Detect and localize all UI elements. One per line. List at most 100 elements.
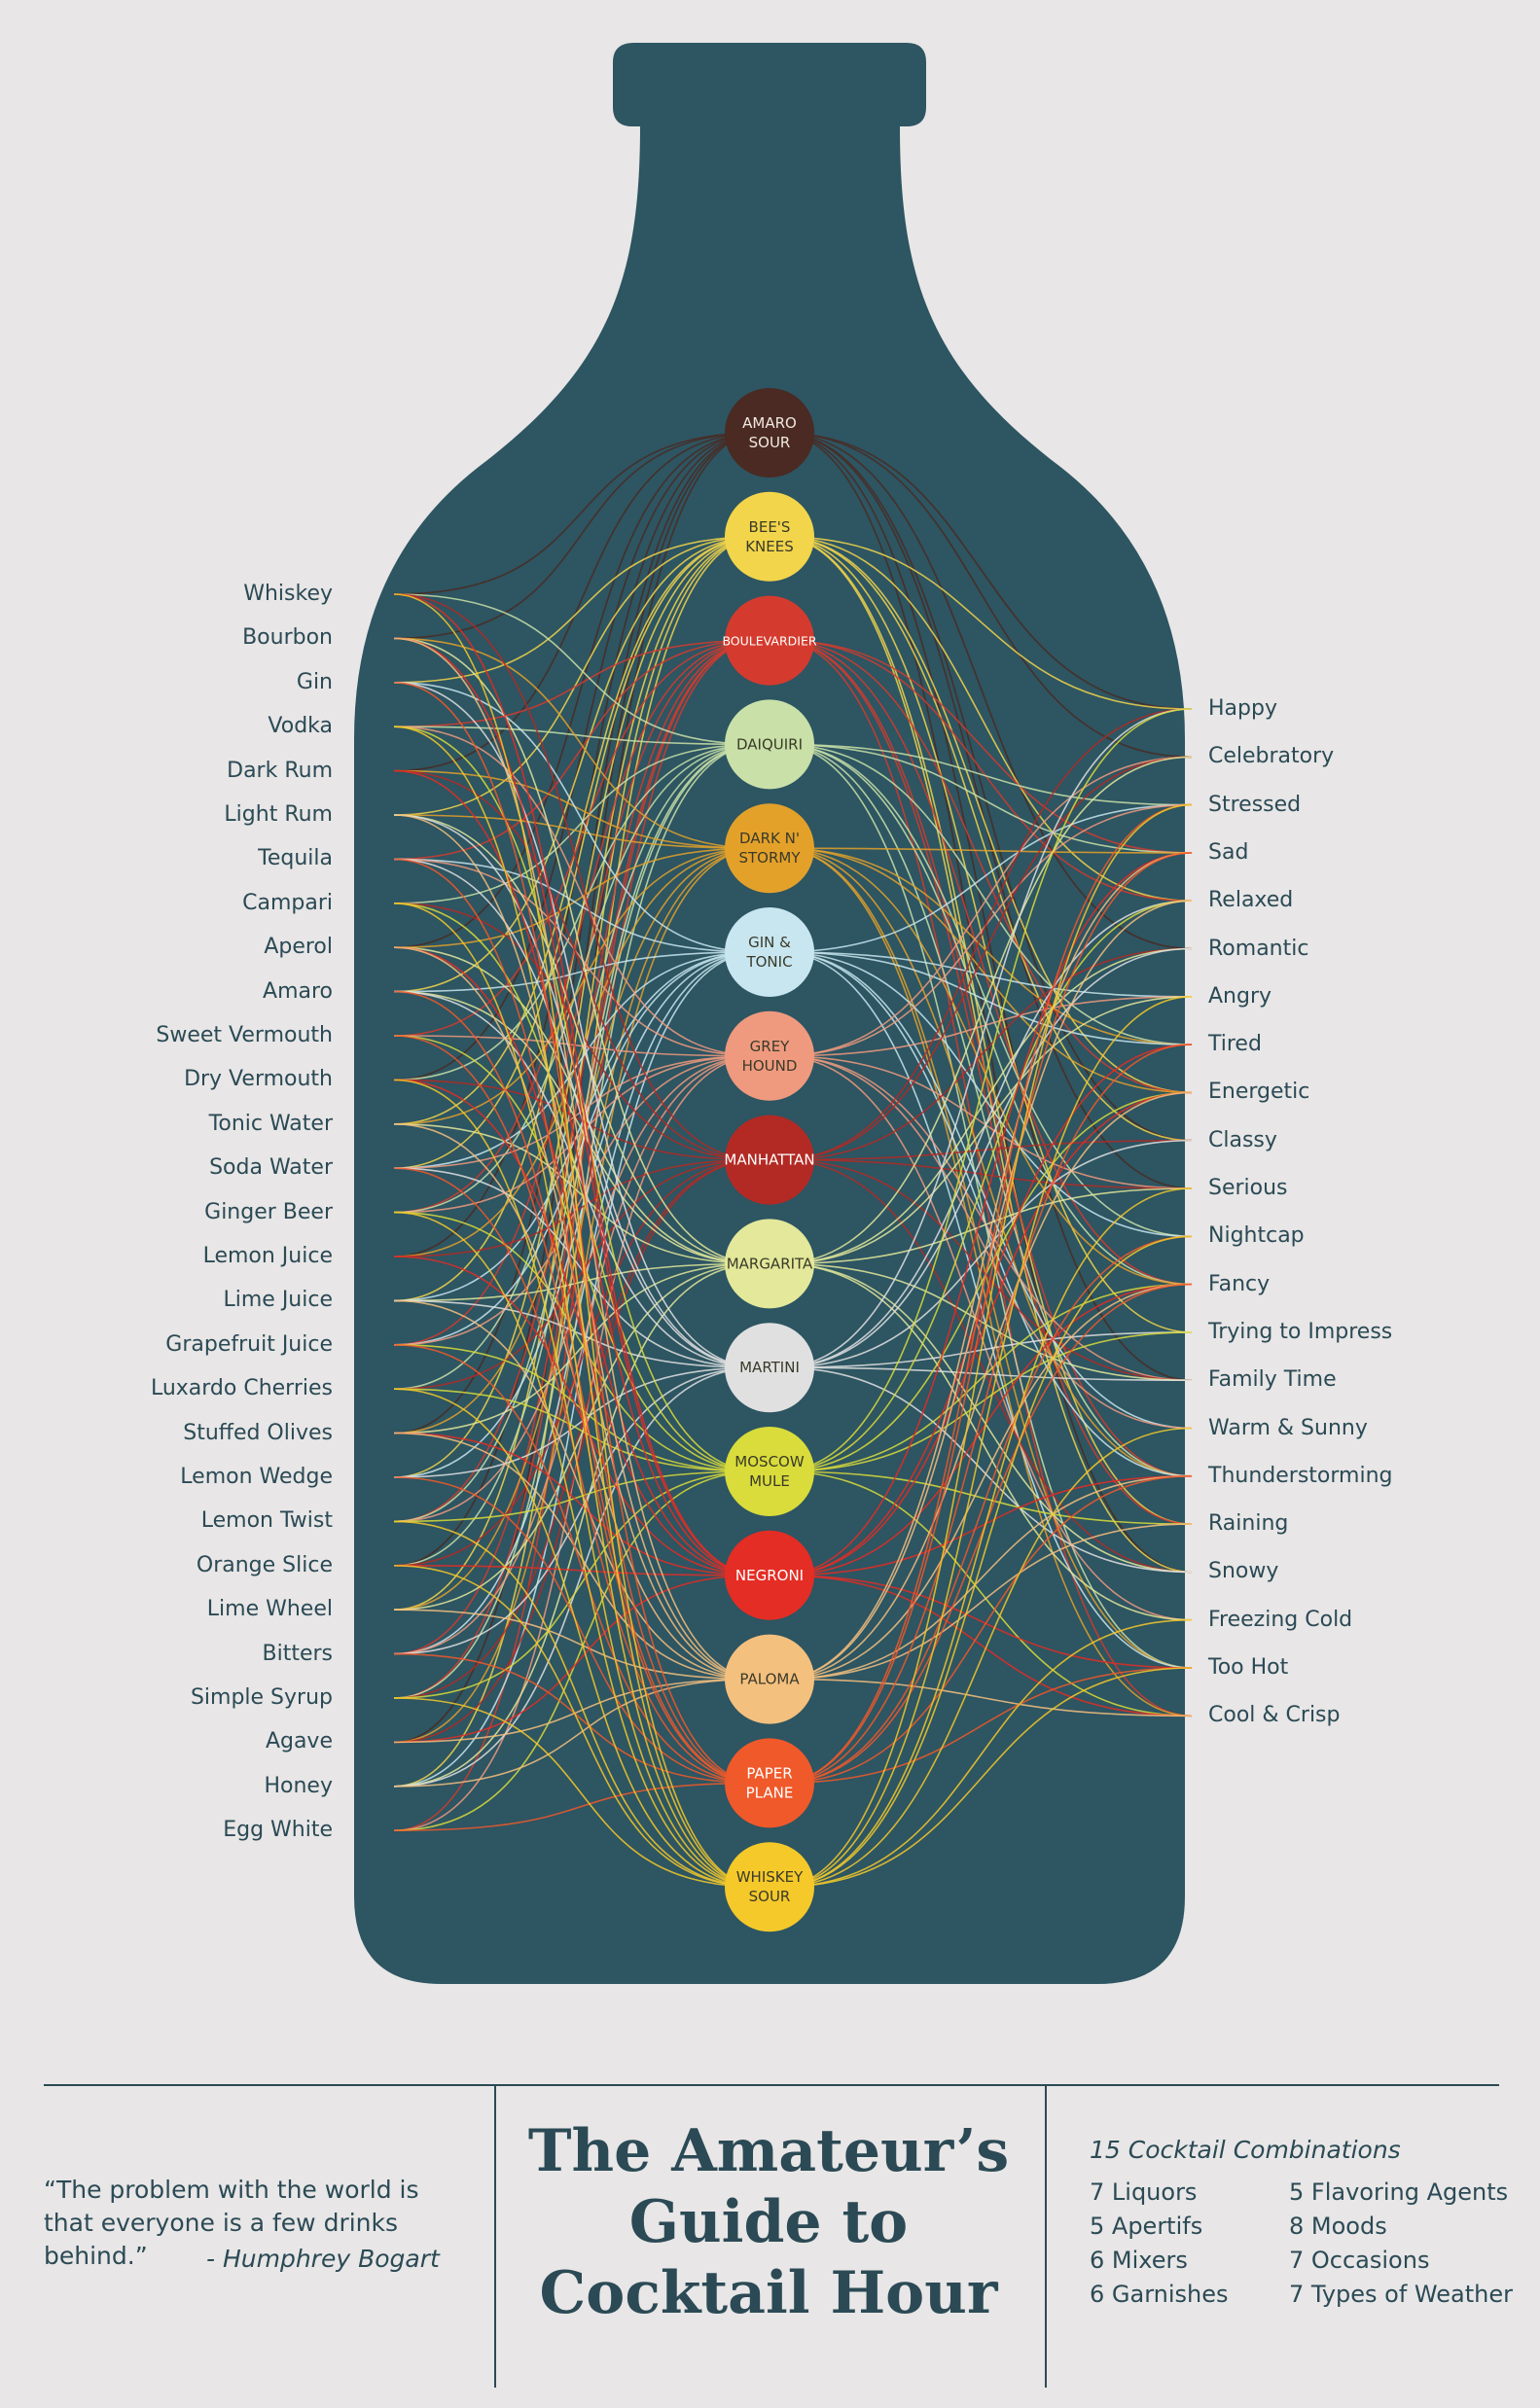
ingredient-link — [393, 1366, 761, 1655]
stat-item: 7 Occasions — [1289, 2247, 1430, 2274]
mood-link — [778, 1139, 1193, 1368]
ingredient-link — [393, 1366, 761, 1788]
mood-link — [778, 1283, 1193, 1576]
mood-link — [778, 432, 1193, 1189]
cocktail-name: BOULEVARDIER — [722, 634, 816, 649]
ingredient-link — [393, 951, 761, 1169]
mood-link — [778, 1262, 1193, 1381]
cocktail-node: MARGARITA — [725, 1219, 814, 1309]
ingredient-link — [393, 536, 761, 1302]
cocktail-circle — [725, 491, 814, 582]
ingredient-link — [393, 432, 761, 1434]
ingredient-link — [393, 814, 761, 1265]
stat-item: 6 Garnishes — [1090, 2281, 1229, 2308]
ingredient-link — [393, 847, 761, 1257]
ingredient-label: Bitters — [262, 1641, 334, 1666]
mood-link — [778, 432, 1193, 1142]
ingredient-label: Dry Vermouth — [184, 1067, 333, 1092]
cocktail-name: PALOMA — [739, 1671, 800, 1688]
ingredient-link — [393, 1388, 761, 1472]
mood-link — [778, 1091, 1193, 1472]
mood-link — [778, 708, 1193, 1472]
mood-label: Classy — [1208, 1127, 1277, 1152]
mood-link — [778, 536, 1193, 1525]
cocktail-node: AMARO SOUR — [725, 388, 814, 478]
cocktail-circle — [725, 803, 814, 894]
cocktail-name: BEE'S — [749, 518, 791, 536]
mood-link — [778, 852, 1193, 1576]
ingredient-link — [393, 1035, 761, 1472]
ingredient-link — [393, 536, 761, 1125]
ingredient-link — [393, 1388, 761, 1888]
stat-item: 5 Apertifs — [1090, 2213, 1203, 2240]
mood-label: Sad — [1208, 839, 1249, 865]
ingredient-link — [393, 1782, 761, 1831]
mood-link — [778, 1366, 1193, 1574]
ingredient-link — [393, 637, 761, 849]
ingredient-link — [393, 1344, 761, 1785]
ingredient-link — [393, 743, 761, 904]
mood-link — [778, 947, 1193, 1265]
ingredient-link — [393, 1520, 761, 1888]
ingredient-label: Orange Slice — [196, 1552, 333, 1577]
ingredient-link — [393, 858, 761, 1057]
stat-item: 7 Liquors — [1090, 2178, 1198, 2206]
mood-link — [778, 1475, 1193, 1681]
cocktail-node: MANHATTAN — [724, 1115, 815, 1205]
mood-link — [778, 1667, 1193, 1888]
mood-link — [778, 536, 1193, 902]
cocktail-name: NEGRONI — [735, 1567, 804, 1584]
cocktail-circle — [725, 388, 814, 478]
cocktail-name: DAIQUIRI — [736, 735, 803, 753]
ingredient-label: Soda Water — [209, 1155, 333, 1181]
ingredient-label: Campari — [242, 890, 333, 915]
ingredient-label: Bourbon — [242, 625, 333, 651]
ingredient-link — [393, 432, 761, 772]
mood-link — [778, 743, 1193, 1045]
ingredient-label: Stuffed Olives — [183, 1420, 333, 1445]
mood-link — [778, 847, 1193, 854]
mood-link — [778, 756, 1193, 1057]
cocktail-name: STORMY — [738, 849, 801, 867]
ingredient-label: Vodka — [268, 714, 333, 739]
cocktail-name: TONIC — [745, 953, 792, 971]
mood-link — [778, 1055, 1193, 1189]
mood-link — [778, 432, 1193, 759]
ingredient-label: Honey — [264, 1773, 333, 1798]
cocktail-name: AMARO — [742, 414, 797, 432]
ingredient-link — [393, 1123, 761, 1681]
ingredient-link — [393, 1123, 761, 1265]
stat-item: 5 Flavoring Agents — [1289, 2178, 1509, 2206]
mood-link — [778, 1470, 1193, 1525]
mood-link — [778, 639, 1193, 1477]
ingredient-link — [393, 1652, 761, 1785]
cocktail-circle — [725, 907, 814, 997]
ingredient-link — [393, 1256, 761, 1576]
ingredient-link — [393, 639, 761, 1346]
stat-item: 7 Types of Weather — [1289, 2281, 1513, 2308]
ingredient-link — [393, 1035, 761, 1785]
ingredient-link — [393, 536, 761, 684]
mood-label: Celebratory — [1208, 744, 1335, 769]
ingredient-link — [393, 1609, 761, 1681]
mood-link — [778, 743, 1193, 1669]
ingredient-link — [393, 1167, 761, 1368]
cocktail-name: WHISKEY — [736, 1868, 804, 1886]
ingredient-link — [393, 990, 761, 1265]
ingredient-link — [393, 1079, 761, 1888]
ingredient-link — [393, 682, 761, 1785]
cocktail-node: NEGRONI — [725, 1530, 814, 1620]
ingredient-label: Grapefruit Juice — [165, 1331, 333, 1357]
ingredient-label: Lime Wheel — [206, 1597, 333, 1622]
ingredient-link — [393, 1470, 761, 1831]
ingredient-label: Dark Rum — [227, 758, 333, 783]
mood-link — [778, 708, 1193, 1161]
ingredient-link — [393, 1055, 761, 1214]
ingredient-link — [393, 432, 761, 640]
cocktail-circle — [725, 1219, 814, 1309]
mood-link — [778, 536, 1193, 1142]
title-line: Cocktail Hour — [539, 2259, 998, 2328]
ingredient-link — [393, 814, 761, 1368]
ingredient-link — [393, 1211, 761, 1472]
ingredient-link — [393, 858, 761, 1785]
